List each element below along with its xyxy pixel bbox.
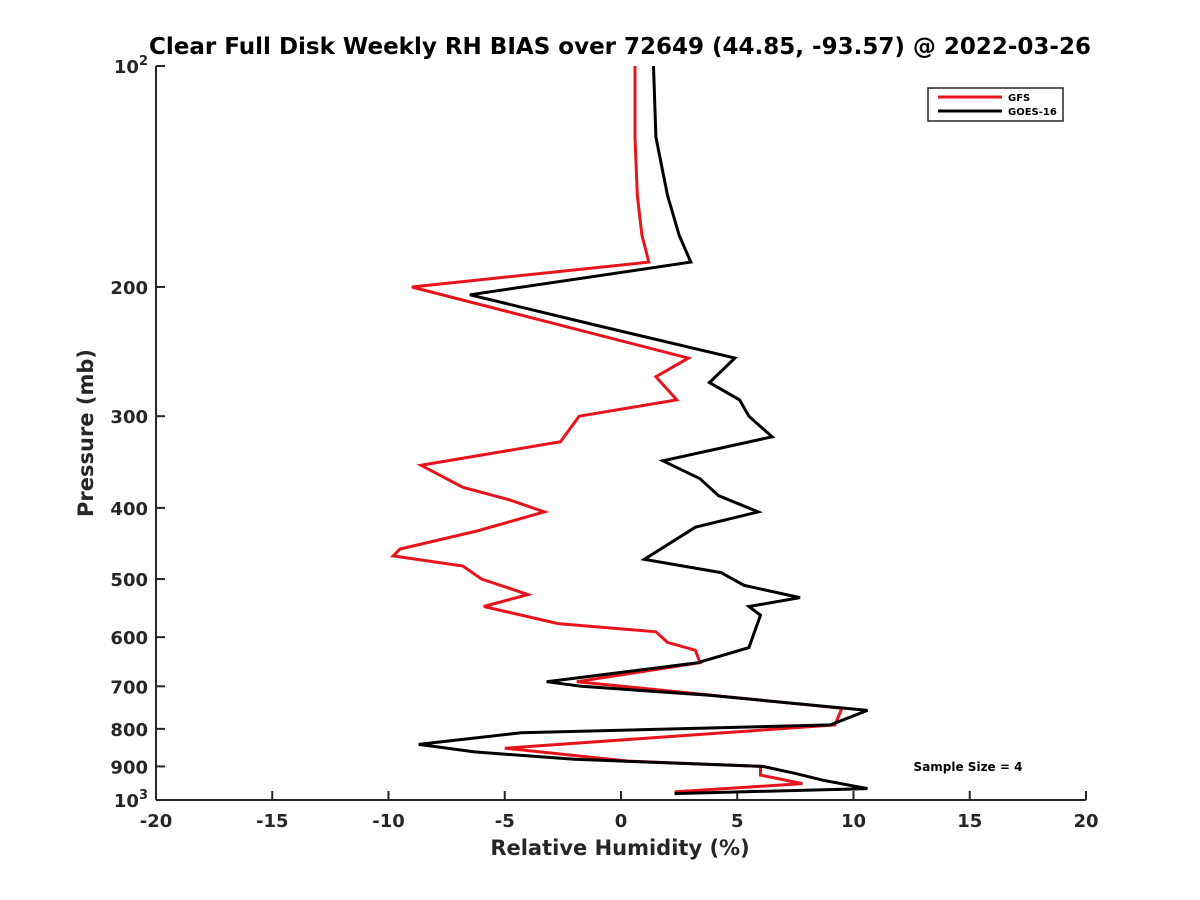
x-tick-label: 10 [841, 811, 866, 832]
x-tick-label: -5 [495, 811, 515, 832]
y-tick-label: 700 [110, 677, 148, 698]
y-tick-label: 900 [110, 757, 148, 778]
y-tick-label: 600 [110, 628, 148, 649]
series-layer [389, 65, 869, 796]
legend-box [927, 87, 1064, 122]
series-line-gfs [389, 66, 845, 794]
chart-title: Clear Full Disk Weekly RH BIAS over 7264… [149, 34, 1091, 60]
y-axis-label: Pressure (mb) [74, 349, 98, 517]
x-tick-label: 5 [731, 811, 744, 832]
series-line-goes-16 [418, 65, 869, 796]
y-tick-label: 103 [114, 788, 148, 812]
y-tick-label: 800 [110, 720, 148, 741]
x-tick-label: -20 [140, 811, 173, 832]
sample-size-annotation: Sample Size = 4 [914, 760, 1023, 774]
y-tick-label: 500 [110, 570, 148, 591]
legend: GFS GOES-16 [927, 87, 1064, 122]
y-tick-label: 102 [114, 54, 148, 78]
x-tick-label: -15 [256, 811, 289, 832]
x-tick-label: -10 [372, 811, 405, 832]
y-tick-label: 400 [110, 499, 148, 520]
x-axis-label: Relative Humidity (%) [490, 836, 749, 860]
legend-label: GFS [1008, 93, 1030, 104]
y-tick-label: 200 [110, 278, 148, 299]
x-tick-label: 0 [615, 811, 628, 832]
y-tick-label: 300 [110, 407, 148, 428]
x-tick-label: 20 [1073, 811, 1098, 832]
legend-label: GOES-16 [1008, 107, 1057, 118]
axes: -20 -15 -10 -5 0 5 10 15 20 102 200 300 400 500 600 700… [110, 54, 1098, 832]
x-tick-label: 15 [957, 811, 982, 832]
